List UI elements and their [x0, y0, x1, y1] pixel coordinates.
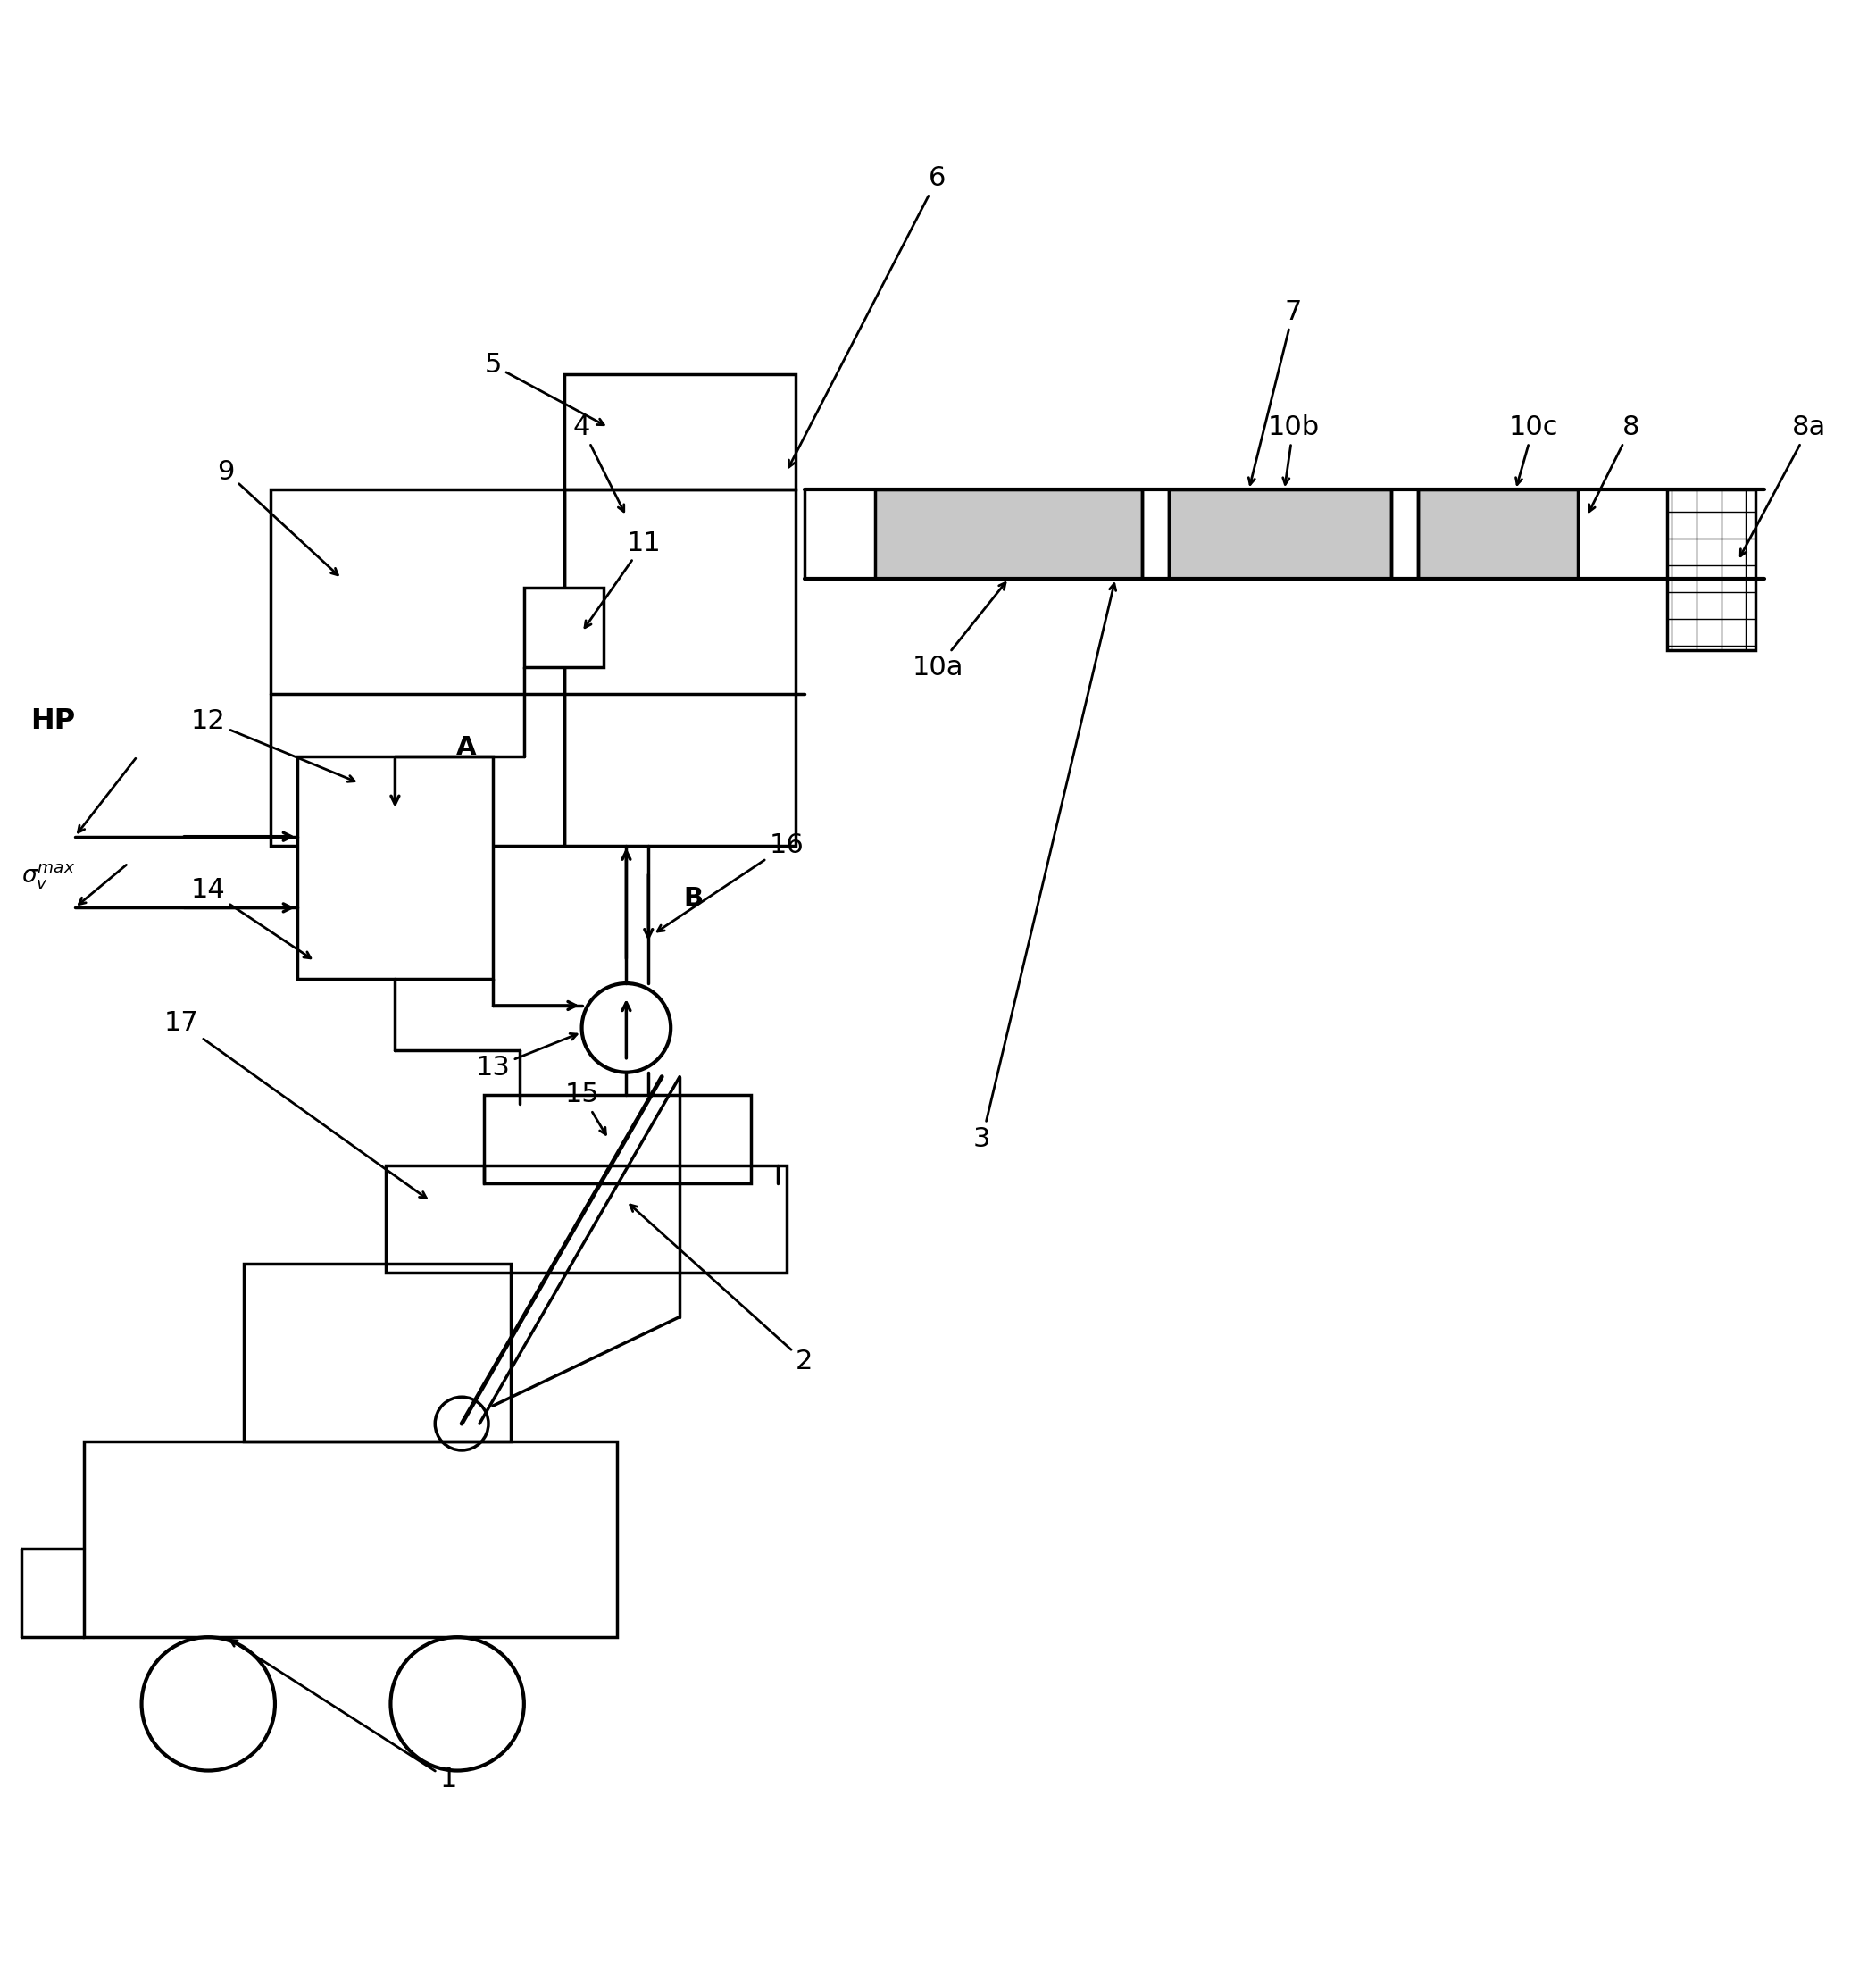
Text: 17: 17 [165, 1010, 426, 1199]
Text: 14: 14 [191, 877, 311, 958]
Text: B: B [683, 887, 704, 911]
Text: A: A [456, 736, 477, 759]
Text: 2: 2 [630, 1205, 812, 1374]
Text: 8a: 8a [1741, 414, 1825, 557]
Bar [1169, 489, 1392, 579]
Bar [244, 1264, 510, 1441]
Bar [296, 757, 493, 978]
Bar [1668, 489, 1756, 650]
Text: 1: 1 [231, 1640, 458, 1793]
Text: 12: 12 [191, 708, 355, 781]
Bar [1418, 489, 1578, 579]
Text: 10a: 10a [912, 582, 1006, 680]
Text: 4: 4 [574, 414, 625, 511]
Text: $\sigma_v^{max}$: $\sigma_v^{max}$ [21, 863, 75, 891]
Text: 9: 9 [218, 459, 338, 575]
Text: 13: 13 [475, 1034, 578, 1081]
Text: 15: 15 [565, 1081, 606, 1135]
Bar [565, 374, 795, 489]
Text: 8: 8 [1589, 414, 1640, 511]
Bar [84, 1441, 617, 1638]
Text: 7: 7 [1249, 298, 1302, 485]
Text: 6: 6 [788, 165, 946, 467]
Text: HP: HP [30, 708, 75, 736]
Bar [386, 1165, 786, 1272]
Text: 10b: 10b [1268, 414, 1319, 485]
Text: 16: 16 [657, 833, 803, 932]
Text: 10c: 10c [1508, 414, 1559, 485]
Text: 5: 5 [484, 352, 604, 425]
Text: 3: 3 [974, 584, 1116, 1151]
Bar [565, 489, 795, 845]
Bar [484, 1095, 750, 1183]
Bar [876, 489, 1142, 579]
Bar [270, 489, 565, 845]
Bar [523, 588, 604, 668]
Text: 11: 11 [585, 531, 662, 628]
